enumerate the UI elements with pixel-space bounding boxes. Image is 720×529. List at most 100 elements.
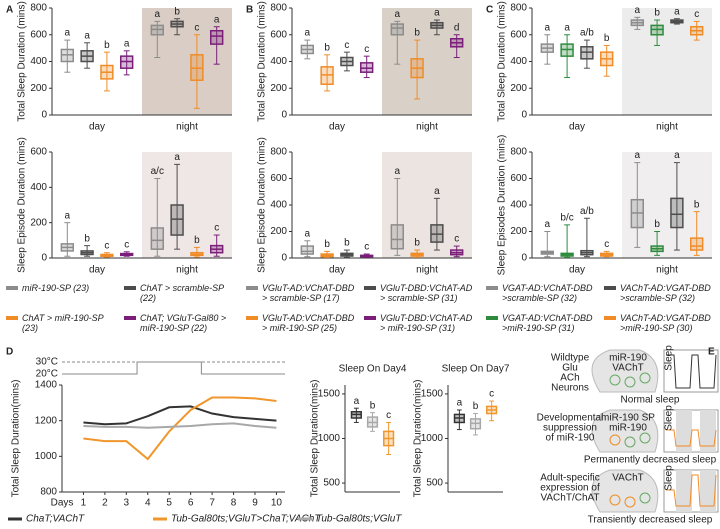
inner-label: VAChT (612, 473, 644, 484)
x-tick-label: night (656, 122, 678, 133)
x-tick-label: 9 (252, 498, 258, 509)
legend-label: VGAT-AD:VChAT-DBD >scramble-SP (32) (502, 283, 593, 303)
box (170, 204, 184, 236)
row-title: Wildtype (551, 353, 590, 364)
chart-title: Sleep On Day7 (442, 364, 510, 375)
y-tick-label: 400 (510, 200, 527, 211)
significance-letter: b (344, 238, 350, 249)
legend-item: ChAT > scramble-SP (22) (124, 283, 238, 303)
x-tick-label: day (569, 265, 585, 276)
legend-item: VGluT-DBD:VChAT-AD > miR-190-SP (31) (364, 313, 478, 333)
significance-letter: b (324, 42, 330, 53)
y-tick-label: 200 (270, 83, 287, 94)
y-tick-label: 1000 (318, 433, 341, 444)
y-axis-label: Sleep Episode Duration (mins) (257, 137, 268, 273)
x-tick-label: 7 (209, 498, 215, 509)
panel-label: B (246, 5, 253, 16)
significance-letter: c (124, 239, 129, 250)
x-tick-label: 4 (145, 498, 151, 509)
significance-letter: c (364, 242, 369, 253)
inner-label: miR-190 (609, 353, 647, 364)
x-tick-label: 8 (231, 498, 237, 509)
significance-letter: a (84, 30, 90, 41)
significance-letter: b (473, 401, 479, 412)
row-caption: Permanently decreased sleep (584, 455, 717, 466)
x-tick-label: night (176, 265, 198, 276)
schematic-shapes (591, 349, 719, 513)
row-title: expression of (540, 483, 600, 494)
significance-letter: c (104, 240, 109, 251)
y-tick-label: 1500 (318, 389, 341, 400)
legend-label: VGluT-DBD:VChAT-AD > scramble-SP (31) (380, 283, 473, 303)
legend-swatch (604, 286, 616, 290)
chart-title: Sleep On Day4 (339, 364, 407, 375)
legend-label: ChAT > miR-190-SP (23) (22, 313, 104, 333)
legend-item: VGAT-AD:VChAT-DBD >scramble-SP (32) (486, 283, 600, 303)
x-tick-label: 5 (166, 498, 172, 509)
temperature-profile (62, 361, 285, 375)
significance-letter: a (635, 5, 641, 16)
legend-item: VAChT-AD:VGAT-DBD >scramble-SP (32) (604, 283, 718, 303)
x-tick-label: day (89, 122, 105, 133)
x-tick-label: night (416, 265, 438, 276)
x-tick-label: 3 (124, 498, 130, 509)
significance-letter: c (454, 234, 459, 245)
y-tick-label: 0 (41, 110, 47, 121)
significance-letter: a (124, 38, 130, 49)
y-axis-label: Total Sleep Duration(mins) (11, 380, 22, 498)
significance-letter: b (654, 8, 660, 19)
significance-letter: a (214, 14, 220, 25)
y-axis-label: Total Sleep Duration (mins) (497, 1, 508, 122)
y-tick-label: 200 (30, 83, 47, 94)
y-tick-label: 800 (510, 3, 527, 14)
significance-letter: c (386, 410, 391, 421)
y-tick-label: 1000 (35, 451, 58, 462)
row-title: Glu (562, 363, 578, 374)
box (390, 23, 404, 36)
significance-letter: c (344, 40, 349, 51)
temp-label: 30°C (36, 357, 58, 368)
x-tick-label: day (329, 122, 345, 133)
row-title: of miR-190 (546, 433, 595, 444)
legend-label: ChaT;VAChT (26, 514, 85, 525)
significance-letter: a/b (580, 28, 594, 39)
significance-letter: c (489, 389, 494, 400)
legend-swatch (486, 316, 498, 320)
y-axis-label: Total Sleep Duration (mins) (17, 1, 28, 122)
y-tick-label: 600 (510, 29, 527, 40)
legend-label: Tub-Gal80ts;VGluT (316, 514, 402, 525)
significance-letter: a (395, 9, 401, 20)
significance-letter: a (354, 396, 360, 407)
legend-swatch (364, 286, 376, 290)
significance-letter: b (370, 400, 376, 411)
y-tick-label: 600 (30, 147, 47, 158)
y-tick-label: 1500 (421, 389, 444, 400)
y-tick-label: 400 (510, 56, 527, 67)
significance-letter: b (654, 219, 660, 230)
box (300, 245, 314, 255)
legend-item: VGAT-AD:VChAT-DBD >miR-190-SP (31) (486, 313, 600, 333)
significance-letter: a (545, 22, 551, 33)
y-tick-label: 400 (270, 56, 287, 67)
significance-letter: a (65, 28, 71, 39)
legend-swatch (124, 316, 136, 320)
legend-label: VGAT-AD:VChAT-DBD >miR-190-SP (31) (502, 313, 593, 333)
y-tick-label: 200 (30, 217, 47, 228)
legend-item: VGluT-DBD:VChAT-AD > scramble-SP (31) (364, 283, 478, 303)
significance-letter: a (305, 28, 311, 39)
y-tick-label: 600 (270, 173, 287, 184)
significance-letter: b (414, 28, 420, 39)
box (670, 197, 684, 229)
legend-swatch (246, 316, 258, 320)
y-tick-label: 400 (270, 200, 287, 211)
legend-label: VGluT-DBD:VChAT-AD > miR-190-SP (31) (380, 313, 473, 333)
significance-letter: a (545, 219, 551, 230)
significance-letter: a (395, 166, 401, 177)
significance-letter: a (635, 150, 641, 161)
series-line (83, 422, 277, 429)
significance-letter: b (694, 199, 700, 210)
significance-letter: a (305, 228, 311, 239)
significance-letter: c (364, 44, 369, 55)
